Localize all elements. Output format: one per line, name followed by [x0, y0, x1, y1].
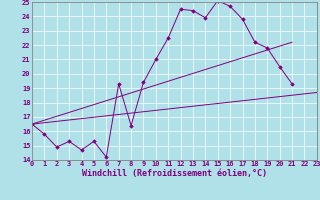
X-axis label: Windchill (Refroidissement éolien,°C): Windchill (Refroidissement éolien,°C) [82, 169, 267, 178]
